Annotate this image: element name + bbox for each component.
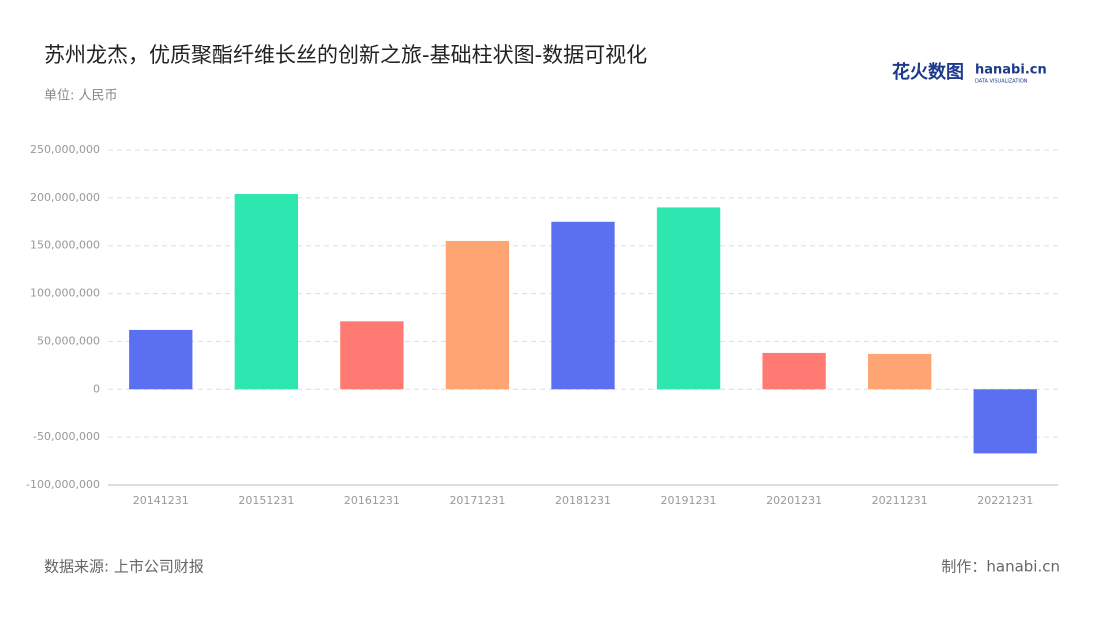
x-tick-label: 20201231 [766, 494, 822, 507]
y-tick-label: 250,000,000 [30, 143, 100, 156]
x-tick-label: 20171231 [449, 494, 505, 507]
bar [762, 352, 826, 390]
bar [973, 389, 1037, 454]
x-tick-label: 20161231 [344, 494, 400, 507]
x-tick-label: 20181231 [555, 494, 611, 507]
y-tick-label: 100,000,000 [30, 287, 100, 300]
bar [340, 321, 404, 390]
bar [551, 221, 615, 390]
bar [656, 207, 721, 390]
source: 数据来源: 上市公司财报 [44, 558, 204, 576]
x-tick-label: 20151231 [238, 494, 294, 507]
bar [445, 240, 510, 390]
bar [234, 194, 298, 390]
y-tick-label: 50,000,000 [37, 334, 100, 347]
bar [129, 329, 193, 390]
logo-name: 花火数图 [892, 61, 964, 83]
bar [868, 353, 932, 390]
x-tick-label: 20141231 [133, 494, 189, 507]
chart-title: 苏州龙杰，优质聚酯纤维长丝的创新之旅-基础柱状图-数据可视化 [44, 43, 647, 67]
credit: 制作：hanabi.cn [941, 558, 1060, 576]
logo-site: hanabi.cn [975, 63, 1047, 78]
y-tick-label: 0 [93, 382, 100, 395]
y-tick-label: -100,000,000 [26, 478, 100, 491]
x-tick-label: 20221231 [977, 494, 1033, 507]
x-tick-label: 20211231 [872, 494, 928, 507]
logo-tagline: DATA VISUALIZATION [975, 79, 1028, 85]
x-tick-label: 20191231 [661, 494, 717, 507]
y-tick-label: 150,000,000 [30, 239, 100, 252]
y-tick-label: -50,000,000 [33, 430, 100, 443]
subtitle: 单位: 人民币 [44, 89, 118, 104]
y-tick-label: 200,000,000 [30, 191, 100, 204]
